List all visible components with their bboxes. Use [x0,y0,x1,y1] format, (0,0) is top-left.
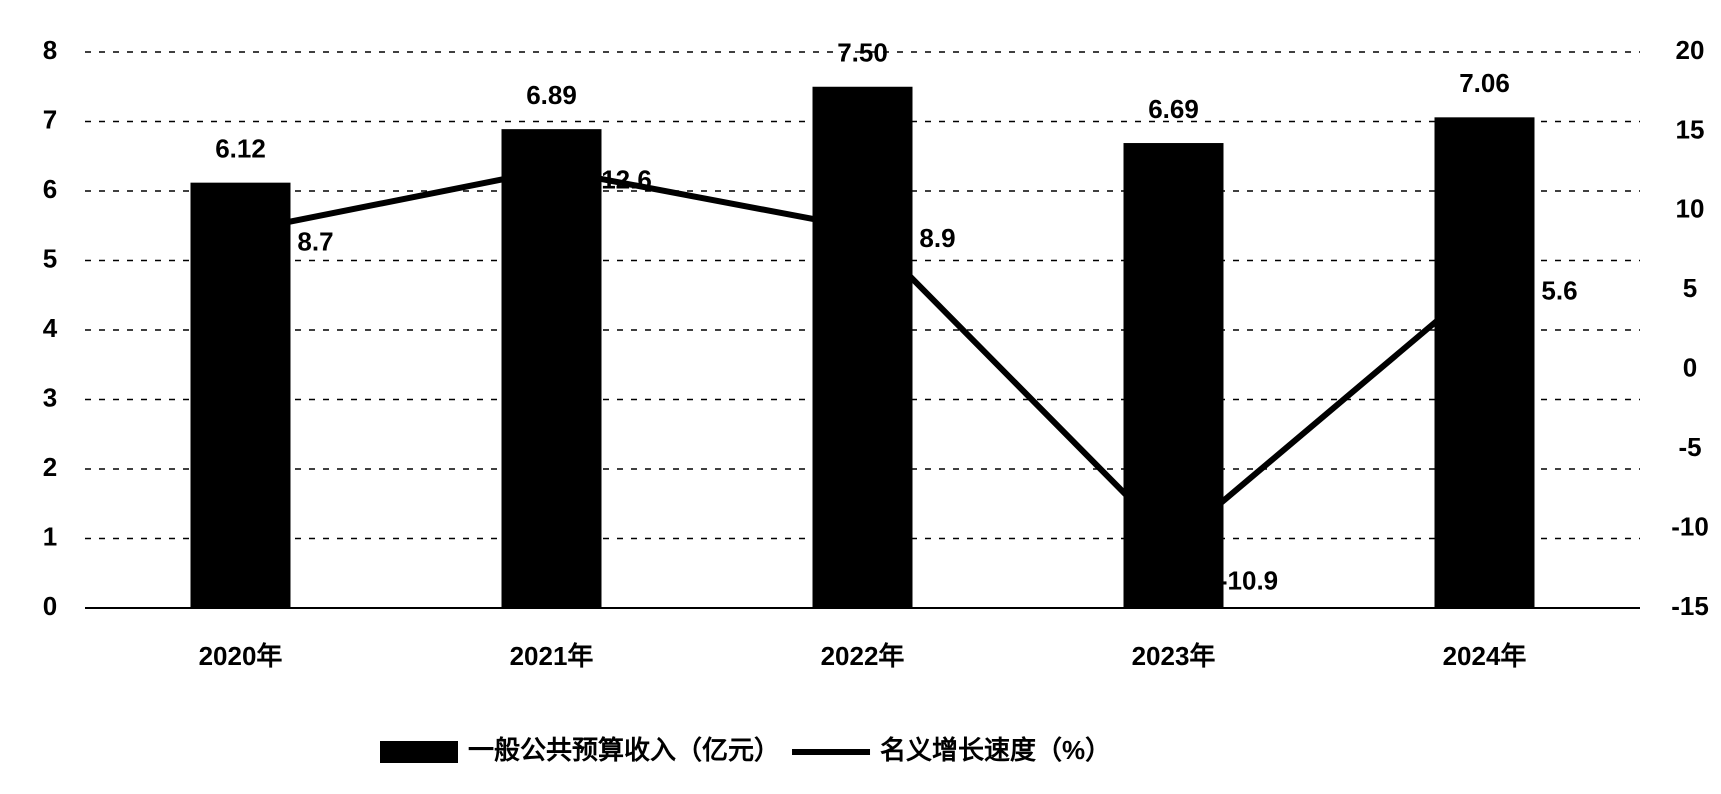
y2-tick-label: 10 [1676,194,1705,224]
y-tick-label: 4 [43,313,58,343]
bar-value-label: 7.50 [837,38,888,68]
y2-tick-label: 15 [1676,114,1705,144]
legend-label: 一般公共预算收入（亿元） [468,735,780,765]
bar [501,129,602,608]
y2-tick-label: -5 [1678,432,1701,462]
bar-value-label: 7.06 [1459,68,1510,98]
bar-value-label: 6.89 [526,80,577,110]
y-tick-label: 7 [43,104,57,134]
bar-value-label: 6.69 [1148,94,1199,124]
bar [812,86,913,608]
bar [1123,143,1224,609]
y2-tick-label: -10 [1671,511,1709,541]
line-value-label: 5.6 [1541,276,1577,306]
bar-value-label: 6.12 [215,134,266,164]
y2-tick-label: 5 [1683,273,1697,303]
bar [1434,117,1535,608]
y-tick-label: 6 [43,174,57,204]
x-tick-label: 2024年 [1443,641,1527,671]
line [239,166,1487,547]
line-value-label: 12.6 [601,164,652,194]
y-tick-label: 0 [43,591,57,621]
y-tick-label: 1 [43,521,57,551]
x-tick-label: 2023年 [1132,641,1216,671]
y-tick-label: 5 [43,243,57,273]
line-value-label: 8.9 [919,223,955,253]
y-tick-label: 3 [43,382,57,412]
x-tick-label: 2022年 [821,641,905,671]
line-value-label: -10.9 [1219,566,1278,596]
bar [190,182,291,608]
y-tick-label: 2 [43,452,57,482]
legend-label: 名义增长速度（%） [880,735,1111,765]
line-value-label: 8.7 [297,226,333,256]
y2-tick-label: 0 [1683,353,1697,383]
y-tick-label: 8 [43,35,57,65]
legend-swatch [380,741,458,763]
x-tick-label: 2020年 [199,641,283,671]
y2-tick-label: -15 [1671,591,1709,621]
y2-tick-label: 20 [1676,35,1705,65]
x-tick-label: 2021年 [510,641,594,671]
